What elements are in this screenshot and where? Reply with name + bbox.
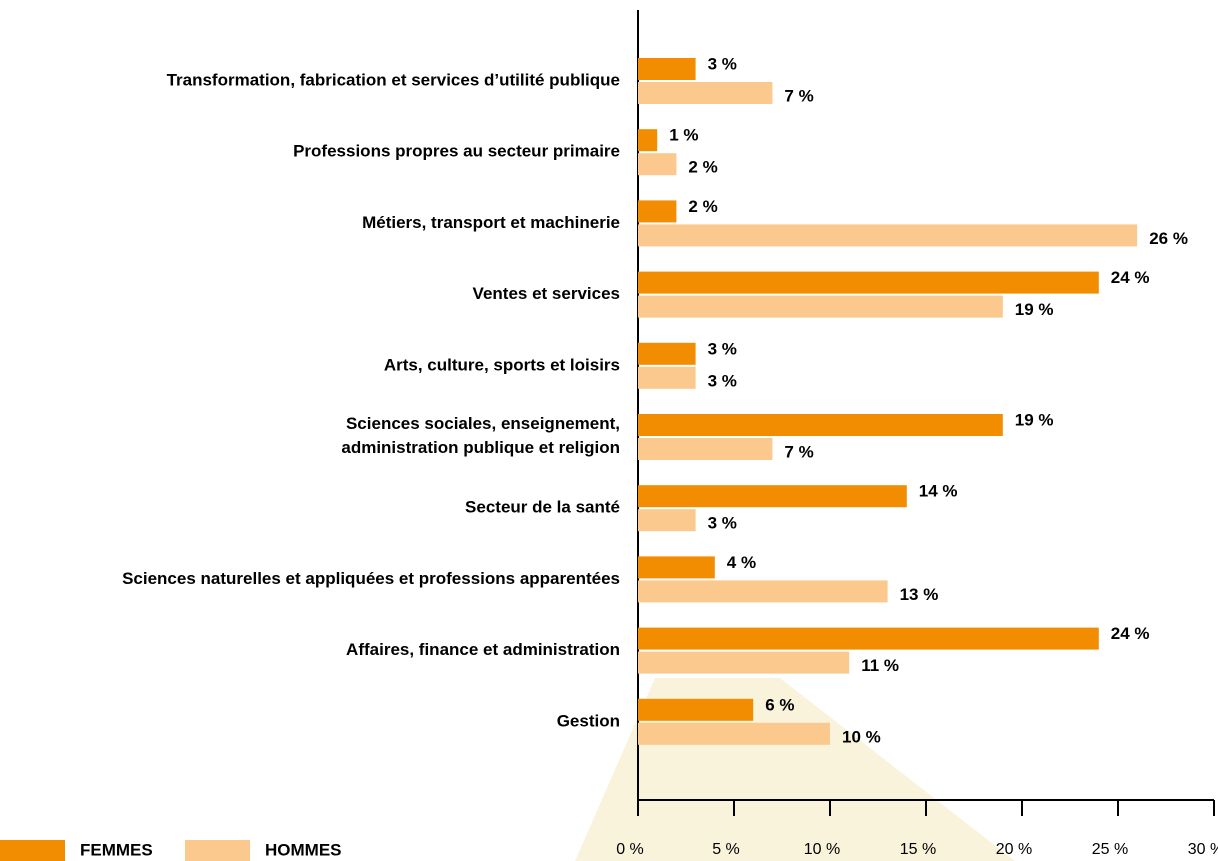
value-label: 1 % [669,126,698,145]
bar [638,366,696,389]
bar [638,295,1003,318]
bar [638,58,696,80]
value-label: 3 % [708,514,737,533]
bar [638,556,715,579]
value-label: 3 % [708,54,737,73]
x-tick-label: 0 % [616,841,644,858]
value-label: 19 % [1015,410,1054,429]
category-label: Professions propres au secteur primaire [293,142,620,161]
category-label: Sciences naturelles et appliquées et pro… [122,569,620,588]
bar [638,722,830,745]
bar [638,698,754,721]
value-label: 2 % [688,158,717,177]
category-label: Gestion [557,711,620,730]
x-tick-label: 30 % [1188,841,1218,858]
x-tick-label: 20 % [996,841,1032,858]
bar [638,153,677,176]
category-label: Sciences sociales, enseignement, administ… [341,414,620,457]
value-label: 7 % [784,442,813,461]
value-label: 3 % [708,371,737,390]
bar [638,414,1003,436]
bar [638,580,888,603]
legend-swatch [0,840,65,861]
value-label: 7 % [784,86,813,105]
bar [638,82,773,104]
bar [638,651,850,674]
legend-label: FEMMES [80,840,153,859]
bar [638,438,773,460]
legend-swatch [185,840,250,861]
value-label: 2 % [688,197,717,216]
value-label: 19 % [1015,300,1054,319]
legend-label: HOMMES [265,840,342,859]
value-label: 6 % [765,695,794,714]
x-tick-label: 5 % [712,841,740,858]
bar [638,627,1099,650]
category-label: Transformation, fabrication et services … [167,70,620,89]
bar [638,200,677,223]
category-label: Ventes et services [473,284,620,303]
category-label: Arts, culture, sports et loisirs [384,355,620,374]
x-tick-label: 15 % [900,841,936,858]
value-label: 14 % [919,482,958,501]
bar [638,271,1099,294]
value-label: 26 % [1149,229,1188,248]
value-label: 24 % [1111,624,1150,643]
value-label: 4 % [727,553,756,572]
category-label: Affaires, finance et administration [346,640,620,659]
x-tick-label: 25 % [1092,841,1128,858]
value-label: 3 % [708,339,737,358]
bar [638,509,696,532]
value-label: 10 % [842,727,881,746]
x-tick-label: 10 % [804,841,840,858]
bar [638,224,1138,247]
bar [638,485,907,508]
bar [638,129,658,152]
value-label: 13 % [900,585,939,604]
category-label: Secteur de la santé [465,498,620,517]
value-label: 24 % [1111,268,1150,287]
bar [638,342,696,365]
value-label: 11 % [861,656,899,675]
category-label: Métiers, transport et machinerie [362,213,620,232]
